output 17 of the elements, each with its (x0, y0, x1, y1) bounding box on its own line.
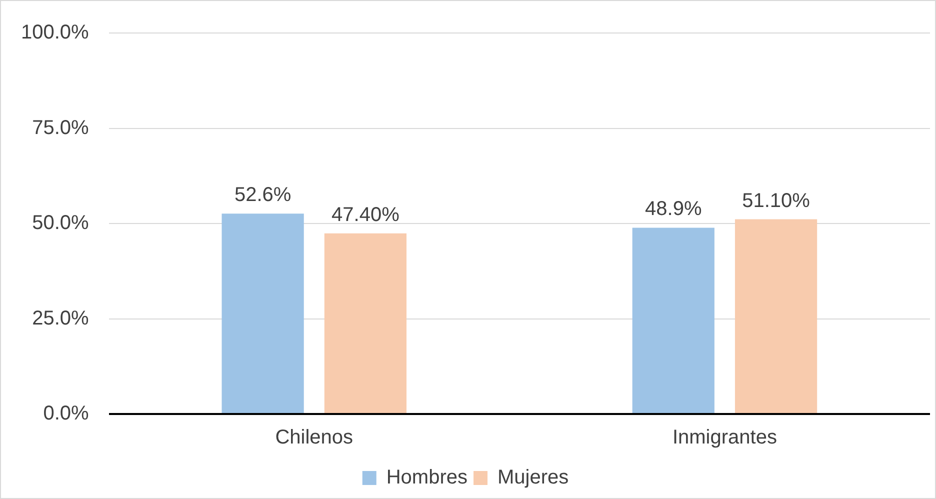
data-label: 47.40% (332, 204, 400, 226)
y-tick-label: 50.0% (32, 212, 90, 234)
bar (632, 228, 714, 413)
bar (222, 214, 304, 413)
bar (734, 219, 818, 413)
legend-label: Mujeres (498, 466, 569, 489)
x-tick-label: Inmigrantes (672, 426, 777, 449)
bar (324, 233, 407, 413)
y-tick-label: 25.0% (32, 307, 90, 330)
data-label: 51.10% (742, 190, 810, 212)
x-tick-label: Chilenos (275, 426, 354, 449)
data-label: 48.9% (645, 198, 702, 220)
legend-label: Hombres (386, 466, 468, 489)
y-tick-label: 75.0% (32, 116, 90, 139)
data-label: 52.6% (234, 184, 292, 206)
y-tick-label: 0.0% (43, 402, 90, 425)
y-tick-label: 100.0% (20, 22, 90, 44)
